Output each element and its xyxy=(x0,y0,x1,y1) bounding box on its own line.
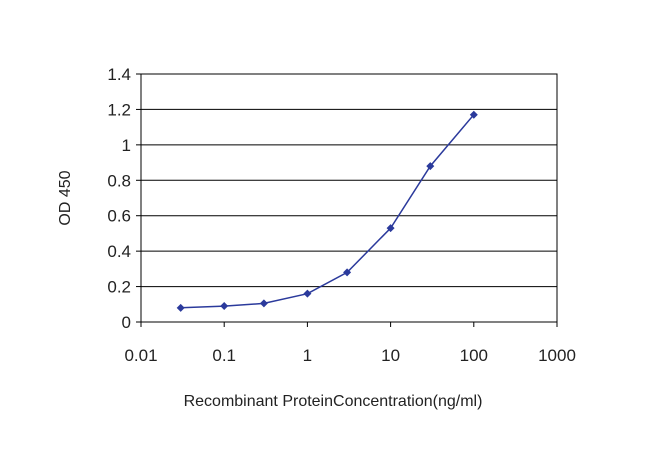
data-point-4 xyxy=(343,268,352,277)
y-axis-title: OD 450 xyxy=(57,170,74,225)
y-tick-label-2: 0.4 xyxy=(107,242,131,261)
y-tick-label-5: 1 xyxy=(122,136,131,155)
gridlines xyxy=(141,108,557,288)
x-tick-label-1: 0.1 xyxy=(212,346,236,365)
x-tick-label-4: 100 xyxy=(460,346,488,365)
plot-area xyxy=(140,73,558,323)
series-line-0 xyxy=(180,114,475,309)
y-tick-label-0: 0 xyxy=(122,313,131,332)
y-axis-ticks: 0 0.2 0.4 0.6 0.8 1 1.2 1.4 xyxy=(107,65,141,332)
x-tick-label-3: 10 xyxy=(381,346,400,365)
data-point-6 xyxy=(426,162,435,171)
data-point-3 xyxy=(303,289,312,298)
data-point-7 xyxy=(469,110,478,119)
y-tick-label-4: 0.8 xyxy=(107,171,131,190)
data-point-2 xyxy=(259,299,268,308)
y-tick-label-3: 0.6 xyxy=(107,207,131,226)
y-tick-label-1: 0.2 xyxy=(107,278,131,297)
data-point-1 xyxy=(220,302,229,311)
x-tick-label-2: 1 xyxy=(303,346,312,365)
x-tick-label-0: 0.01 xyxy=(124,346,157,365)
data-point-5 xyxy=(386,224,395,233)
x-axis-ticks: 0.01 0.1 1 10 100 1000 xyxy=(124,322,576,365)
y-tick-label-7: 1.4 xyxy=(107,65,131,84)
x-axis-title: Recombinant ProteinConcentration(ng/ml) xyxy=(184,393,483,410)
x-tick-label-5: 1000 xyxy=(538,346,576,365)
data-point-0 xyxy=(176,303,185,312)
y-tick-label-6: 1.2 xyxy=(107,100,131,119)
series-group xyxy=(176,110,478,312)
